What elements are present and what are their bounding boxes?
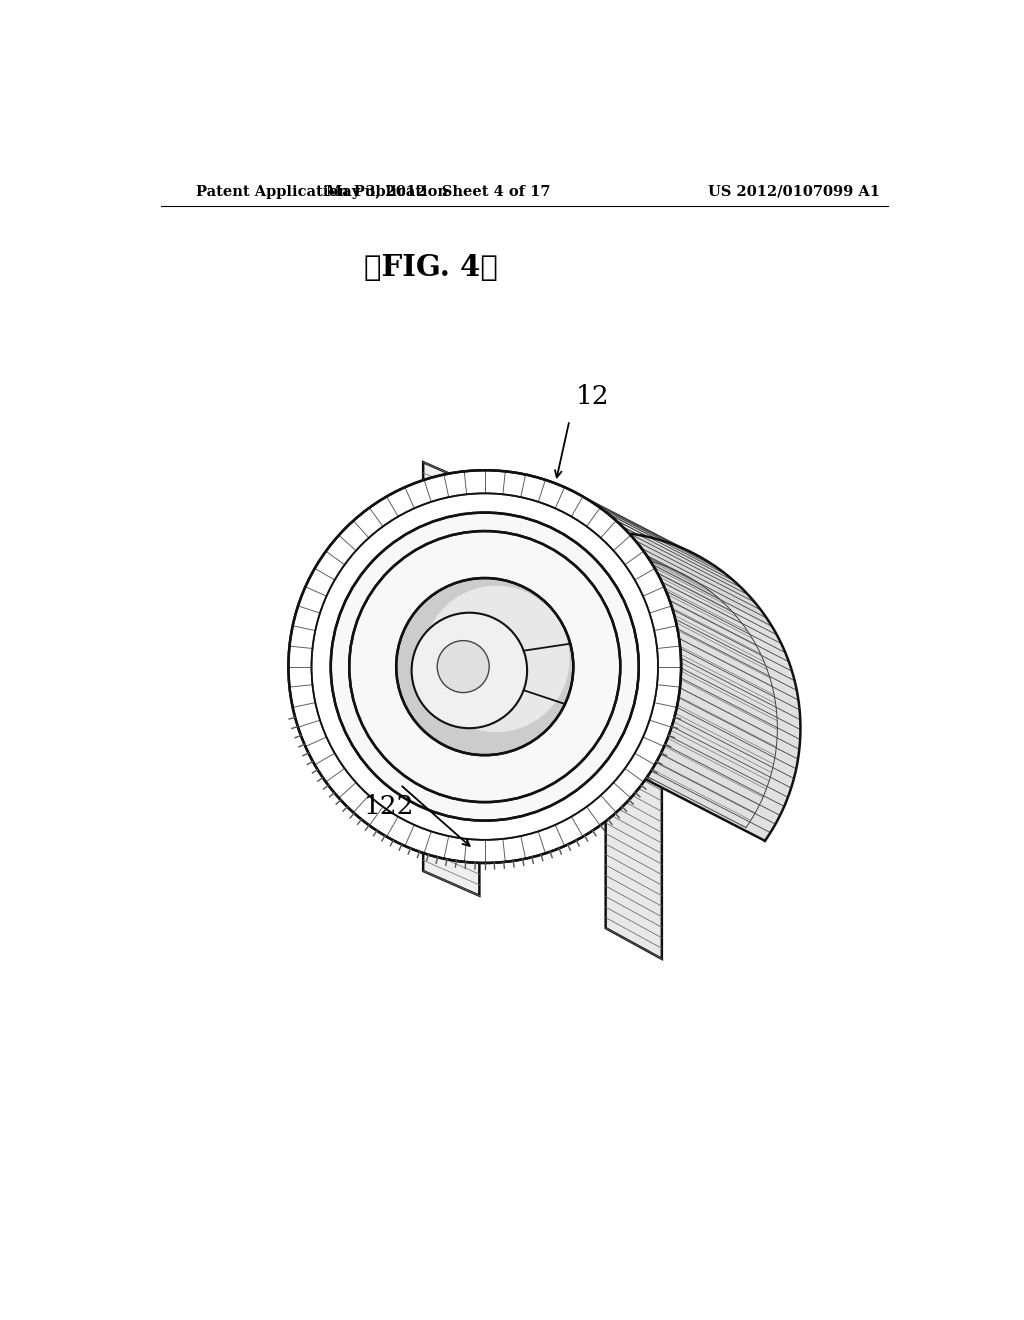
Text: Patent Application Publication: Patent Application Publication — [196, 185, 449, 198]
Circle shape — [349, 531, 621, 803]
Circle shape — [396, 578, 573, 755]
Circle shape — [423, 586, 569, 733]
Text: US 2012/0107099 A1: US 2012/0107099 A1 — [708, 185, 880, 198]
Polygon shape — [423, 462, 479, 896]
Text: 12: 12 — [575, 384, 609, 409]
Text: 122: 122 — [364, 793, 414, 818]
Circle shape — [331, 512, 639, 821]
Circle shape — [289, 470, 681, 863]
Text: 【FIG. 4】: 【FIG. 4】 — [364, 253, 498, 282]
Polygon shape — [346, 470, 774, 630]
Polygon shape — [605, 528, 662, 958]
Polygon shape — [645, 569, 801, 841]
Text: May 3, 2012   Sheet 4 of 17: May 3, 2012 Sheet 4 of 17 — [327, 185, 551, 198]
Circle shape — [437, 640, 489, 693]
Circle shape — [311, 494, 658, 840]
Circle shape — [412, 612, 527, 729]
